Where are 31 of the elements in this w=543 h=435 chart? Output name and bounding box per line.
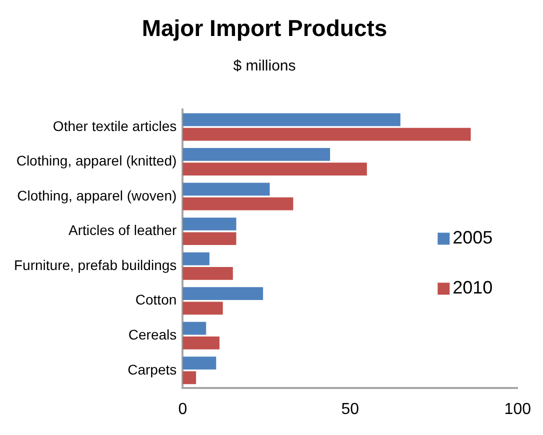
x-tick-label: 100	[504, 400, 532, 418]
bar	[182, 197, 294, 210]
y-tick-label: Furniture, prefab buildings	[14, 256, 177, 273]
bar	[182, 252, 210, 266]
bar	[182, 148, 330, 161]
bar	[182, 266, 233, 280]
chart-title: Major Import Products	[142, 15, 388, 42]
bar	[182, 182, 270, 196]
bar	[182, 336, 220, 350]
legend-label: 2005	[452, 228, 493, 248]
bar	[182, 218, 236, 230]
y-tick-label: Clothing, apparel (knitted)	[16, 152, 177, 169]
bar	[182, 162, 367, 176]
y-tick-label: Other textile articles	[52, 118, 177, 134]
x-tick-label: 50	[341, 400, 360, 418]
bar	[182, 322, 206, 335]
bar	[182, 113, 400, 126]
y-tick-label: Carpets	[128, 361, 177, 378]
bar	[182, 128, 471, 141]
chart-subtitle: $ millions	[233, 58, 296, 75]
y-tick-label: Cereals	[128, 326, 177, 342]
y-tick-label: Clothing, apparel (woven)	[17, 187, 177, 204]
legend-label: 2010	[452, 278, 493, 298]
bar	[182, 356, 216, 370]
bar	[182, 371, 196, 384]
y-tick-label: Articles of leather	[68, 222, 177, 238]
y-tick-label: Cotton	[135, 292, 177, 308]
bar	[182, 287, 264, 300]
bar	[182, 302, 223, 315]
x-tick-label: 0	[178, 400, 188, 418]
bar	[182, 232, 236, 246]
